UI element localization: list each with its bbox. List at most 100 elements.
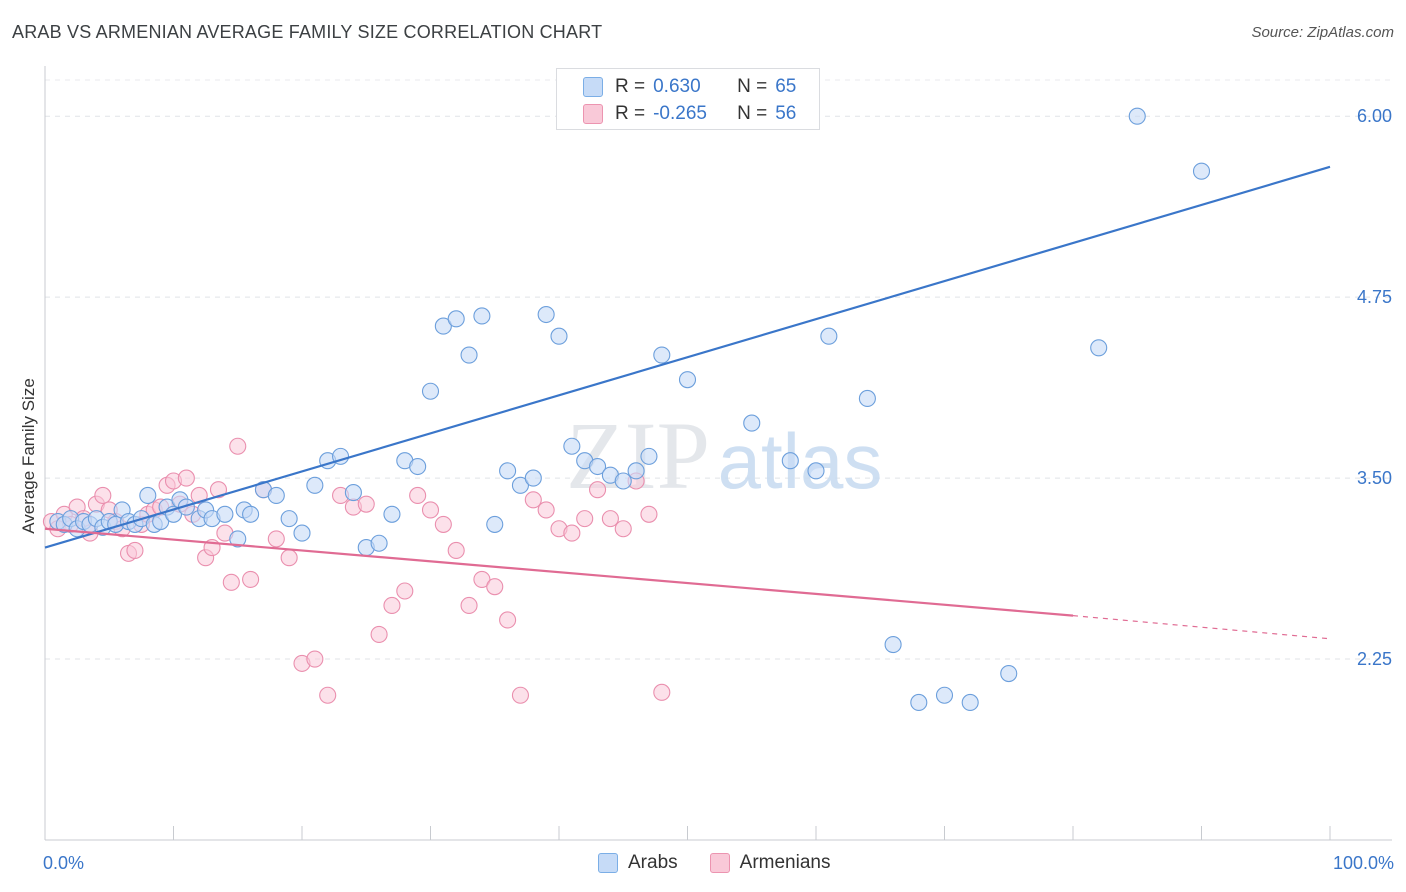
armenian-trend-extension <box>1072 615 1331 640</box>
arab-point-29 <box>267 486 285 505</box>
arab-point-38 <box>383 505 401 523</box>
arab-point-72 <box>1128 107 1146 125</box>
armenian-point-26 <box>209 481 228 499</box>
armenian-point-52 <box>524 491 542 509</box>
armenian-point-23 <box>190 486 208 505</box>
armenian-point-47 <box>460 596 478 615</box>
armenian-point-29 <box>229 437 247 455</box>
arab-point-47 <box>499 462 517 480</box>
arab-point-25 <box>229 530 247 548</box>
series-legend-armenians[interactable]: Armenians <box>709 852 831 874</box>
armenian-point-30 <box>242 570 260 588</box>
armenian-point-45 <box>434 515 452 533</box>
arab-point-37 <box>370 534 388 552</box>
legend-r-value-arabs: 0.630 <box>653 76 701 97</box>
armenian-point-40 <box>370 625 388 643</box>
armenian-point-48 <box>473 570 491 588</box>
arab-point-70 <box>1000 664 1018 683</box>
armenian-point-36 <box>319 686 337 704</box>
series-swatch-arabs <box>598 853 618 873</box>
y-tick-label-1: 3.50 <box>1357 468 1392 488</box>
arab-point-61 <box>743 414 761 432</box>
legend-r-label: R = <box>615 76 646 97</box>
arab-point-32 <box>306 476 324 494</box>
arab-point-49 <box>524 469 542 487</box>
arab-point-45 <box>473 307 491 325</box>
arab-point-73 <box>1192 162 1211 180</box>
arab-point-69 <box>961 693 979 712</box>
legend-swatch-armenians <box>583 104 603 124</box>
arab-point-50 <box>537 305 555 324</box>
legend-row-arabs: R = 0.630 N = 65 <box>583 73 796 101</box>
trend-lines <box>44 165 1331 640</box>
armenian-point-8 <box>94 486 112 505</box>
armenian-point-61 <box>640 505 658 523</box>
arab-point-62 <box>781 452 799 470</box>
arab-point-48 <box>511 476 530 494</box>
armenian-point-55 <box>563 524 581 542</box>
armenian-point-44 <box>421 501 440 519</box>
armenian-point-59 <box>614 520 632 538</box>
legend-n-label: N = <box>737 76 768 97</box>
axes <box>44 66 1392 841</box>
armenian-point-51 <box>511 686 530 704</box>
legend-swatch-arabs <box>583 77 603 97</box>
arab-point-66 <box>884 636 902 654</box>
arab-point-54 <box>588 457 607 476</box>
armenian-trend-line <box>44 527 1074 617</box>
stats-legend: R = 0.630 N = 65 R = -0.265 N = 56 <box>556 68 820 130</box>
series-legend: Arabs Armenians <box>598 852 862 874</box>
arab-point-42 <box>434 317 452 335</box>
arab-point-30 <box>280 510 298 528</box>
arab-point-31 <box>293 524 311 542</box>
arab-point-59 <box>653 346 671 364</box>
y-tick-label-0: 2.25 <box>1357 649 1392 669</box>
tick-labels: 2.25 3.50 4.75 6.00 0.0% 100.0% <box>43 106 1394 873</box>
armenian-point-42 <box>396 582 414 600</box>
armenian-point-46 <box>447 541 465 560</box>
armenian-point-33 <box>280 549 298 567</box>
legend-n-value-arabs: 65 <box>775 76 797 97</box>
arab-point-60 <box>678 371 697 389</box>
armenian-point-49 <box>486 578 504 596</box>
armenian-point-56 <box>576 510 594 528</box>
arab-point-27 <box>242 505 260 523</box>
chart-source: Source: ZipAtlas.com <box>1251 24 1394 41</box>
armenian-point-43 <box>409 486 427 505</box>
series-label-arabs: Arabs <box>628 852 678 873</box>
arab-point-58 <box>640 447 658 465</box>
arab-point-52 <box>563 437 581 455</box>
arab-point-56 <box>614 472 632 490</box>
arab-point-63 <box>807 462 825 480</box>
arab-point-68 <box>935 686 954 704</box>
arab-point-71 <box>1090 339 1108 357</box>
arab-point-67 <box>910 693 928 712</box>
legend-n-value-armenians: 56 <box>775 103 797 124</box>
armenian-point-50 <box>499 611 517 629</box>
arab-point-44 <box>460 346 478 364</box>
armenian-point-53 <box>537 501 555 519</box>
arab-point-41 <box>421 382 440 400</box>
armenian-point-41 <box>383 596 401 615</box>
arab-point-24 <box>216 505 234 523</box>
legend-n-label: N = <box>737 103 768 124</box>
series-swatch-armenians <box>709 853 730 873</box>
arab-point-14 <box>139 486 157 505</box>
x-tick-label-1: 100.0% <box>1333 853 1394 873</box>
series-label-armenians: Armenians <box>739 852 831 873</box>
legend-row-armenians: R = -0.265 N = 56 <box>583 100 796 128</box>
arab-point-51 <box>550 327 568 345</box>
y-tick-label-2: 4.75 <box>1357 287 1392 307</box>
arab-point-40 <box>409 457 427 476</box>
arab-trend-line <box>44 165 1331 549</box>
armenian-point-32 <box>267 530 285 548</box>
arab-point-64 <box>820 327 838 345</box>
arab-points <box>49 107 1211 712</box>
arab-point-57 <box>627 462 645 480</box>
armenian-point-28 <box>222 573 240 591</box>
x-tick-label-0: 0.0% <box>43 853 84 873</box>
arab-point-35 <box>344 484 362 502</box>
y-axis-label: Average Family Size <box>19 378 38 534</box>
series-legend-arabs[interactable]: Arabs <box>598 852 678 874</box>
